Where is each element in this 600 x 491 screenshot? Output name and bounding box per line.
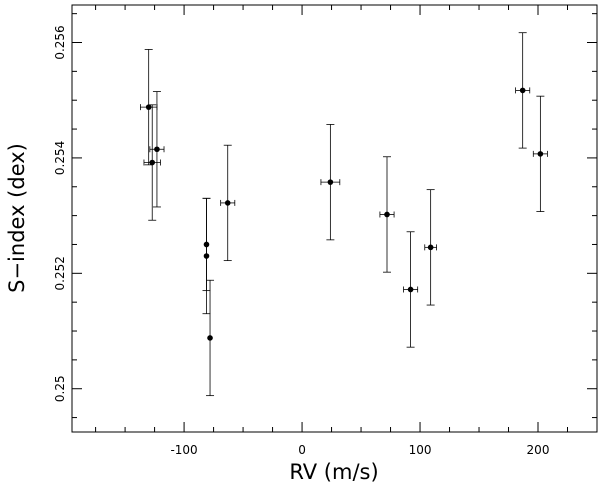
data-point bbox=[424, 189, 437, 306]
data-marker bbox=[327, 179, 334, 185]
data-marker bbox=[537, 151, 544, 157]
x-tick-label: 0 bbox=[298, 443, 306, 457]
data-point bbox=[403, 231, 419, 348]
data-point bbox=[140, 49, 158, 166]
y-tick-label: 0.252 bbox=[53, 256, 67, 290]
x-tick-label: 100 bbox=[409, 443, 432, 457]
data-point bbox=[379, 156, 395, 273]
y-tick-label: 0.256 bbox=[53, 25, 67, 59]
data-point bbox=[143, 104, 161, 221]
data-point bbox=[532, 95, 548, 212]
y-tick-label: 0.254 bbox=[53, 141, 67, 175]
data-point bbox=[149, 91, 165, 208]
plot-frame bbox=[71, 4, 598, 433]
data-marker bbox=[224, 200, 231, 206]
x-tick-label: -100 bbox=[170, 443, 197, 457]
y-axis-label: S−index (dex) bbox=[5, 143, 29, 293]
data-point bbox=[515, 32, 531, 149]
data-points bbox=[140, 32, 548, 397]
data-marker bbox=[407, 286, 414, 293]
y-axis-ticks bbox=[72, 13, 597, 419]
data-marker bbox=[203, 253, 210, 259]
y-tick-label: 0.25 bbox=[53, 375, 67, 402]
data-marker bbox=[384, 211, 390, 218]
data-marker bbox=[154, 146, 160, 153]
x-axis-label: RV (m/s) bbox=[289, 460, 378, 484]
data-point bbox=[320, 124, 341, 241]
data-marker bbox=[427, 244, 434, 251]
data-marker bbox=[207, 335, 213, 341]
data-marker bbox=[149, 159, 156, 166]
data-marker bbox=[145, 104, 152, 110]
data-point bbox=[206, 279, 215, 397]
data-point bbox=[202, 197, 211, 315]
data-point bbox=[220, 144, 236, 262]
x-tick-label: 200 bbox=[527, 443, 550, 457]
x-axis-ticks bbox=[95, 5, 598, 432]
data-marker bbox=[519, 87, 526, 94]
x-axis-tick-labels: -100 0 100 200 bbox=[170, 443, 549, 457]
y-axis-tick-labels: 0.25 0.252 0.254 0.256 bbox=[53, 25, 67, 402]
